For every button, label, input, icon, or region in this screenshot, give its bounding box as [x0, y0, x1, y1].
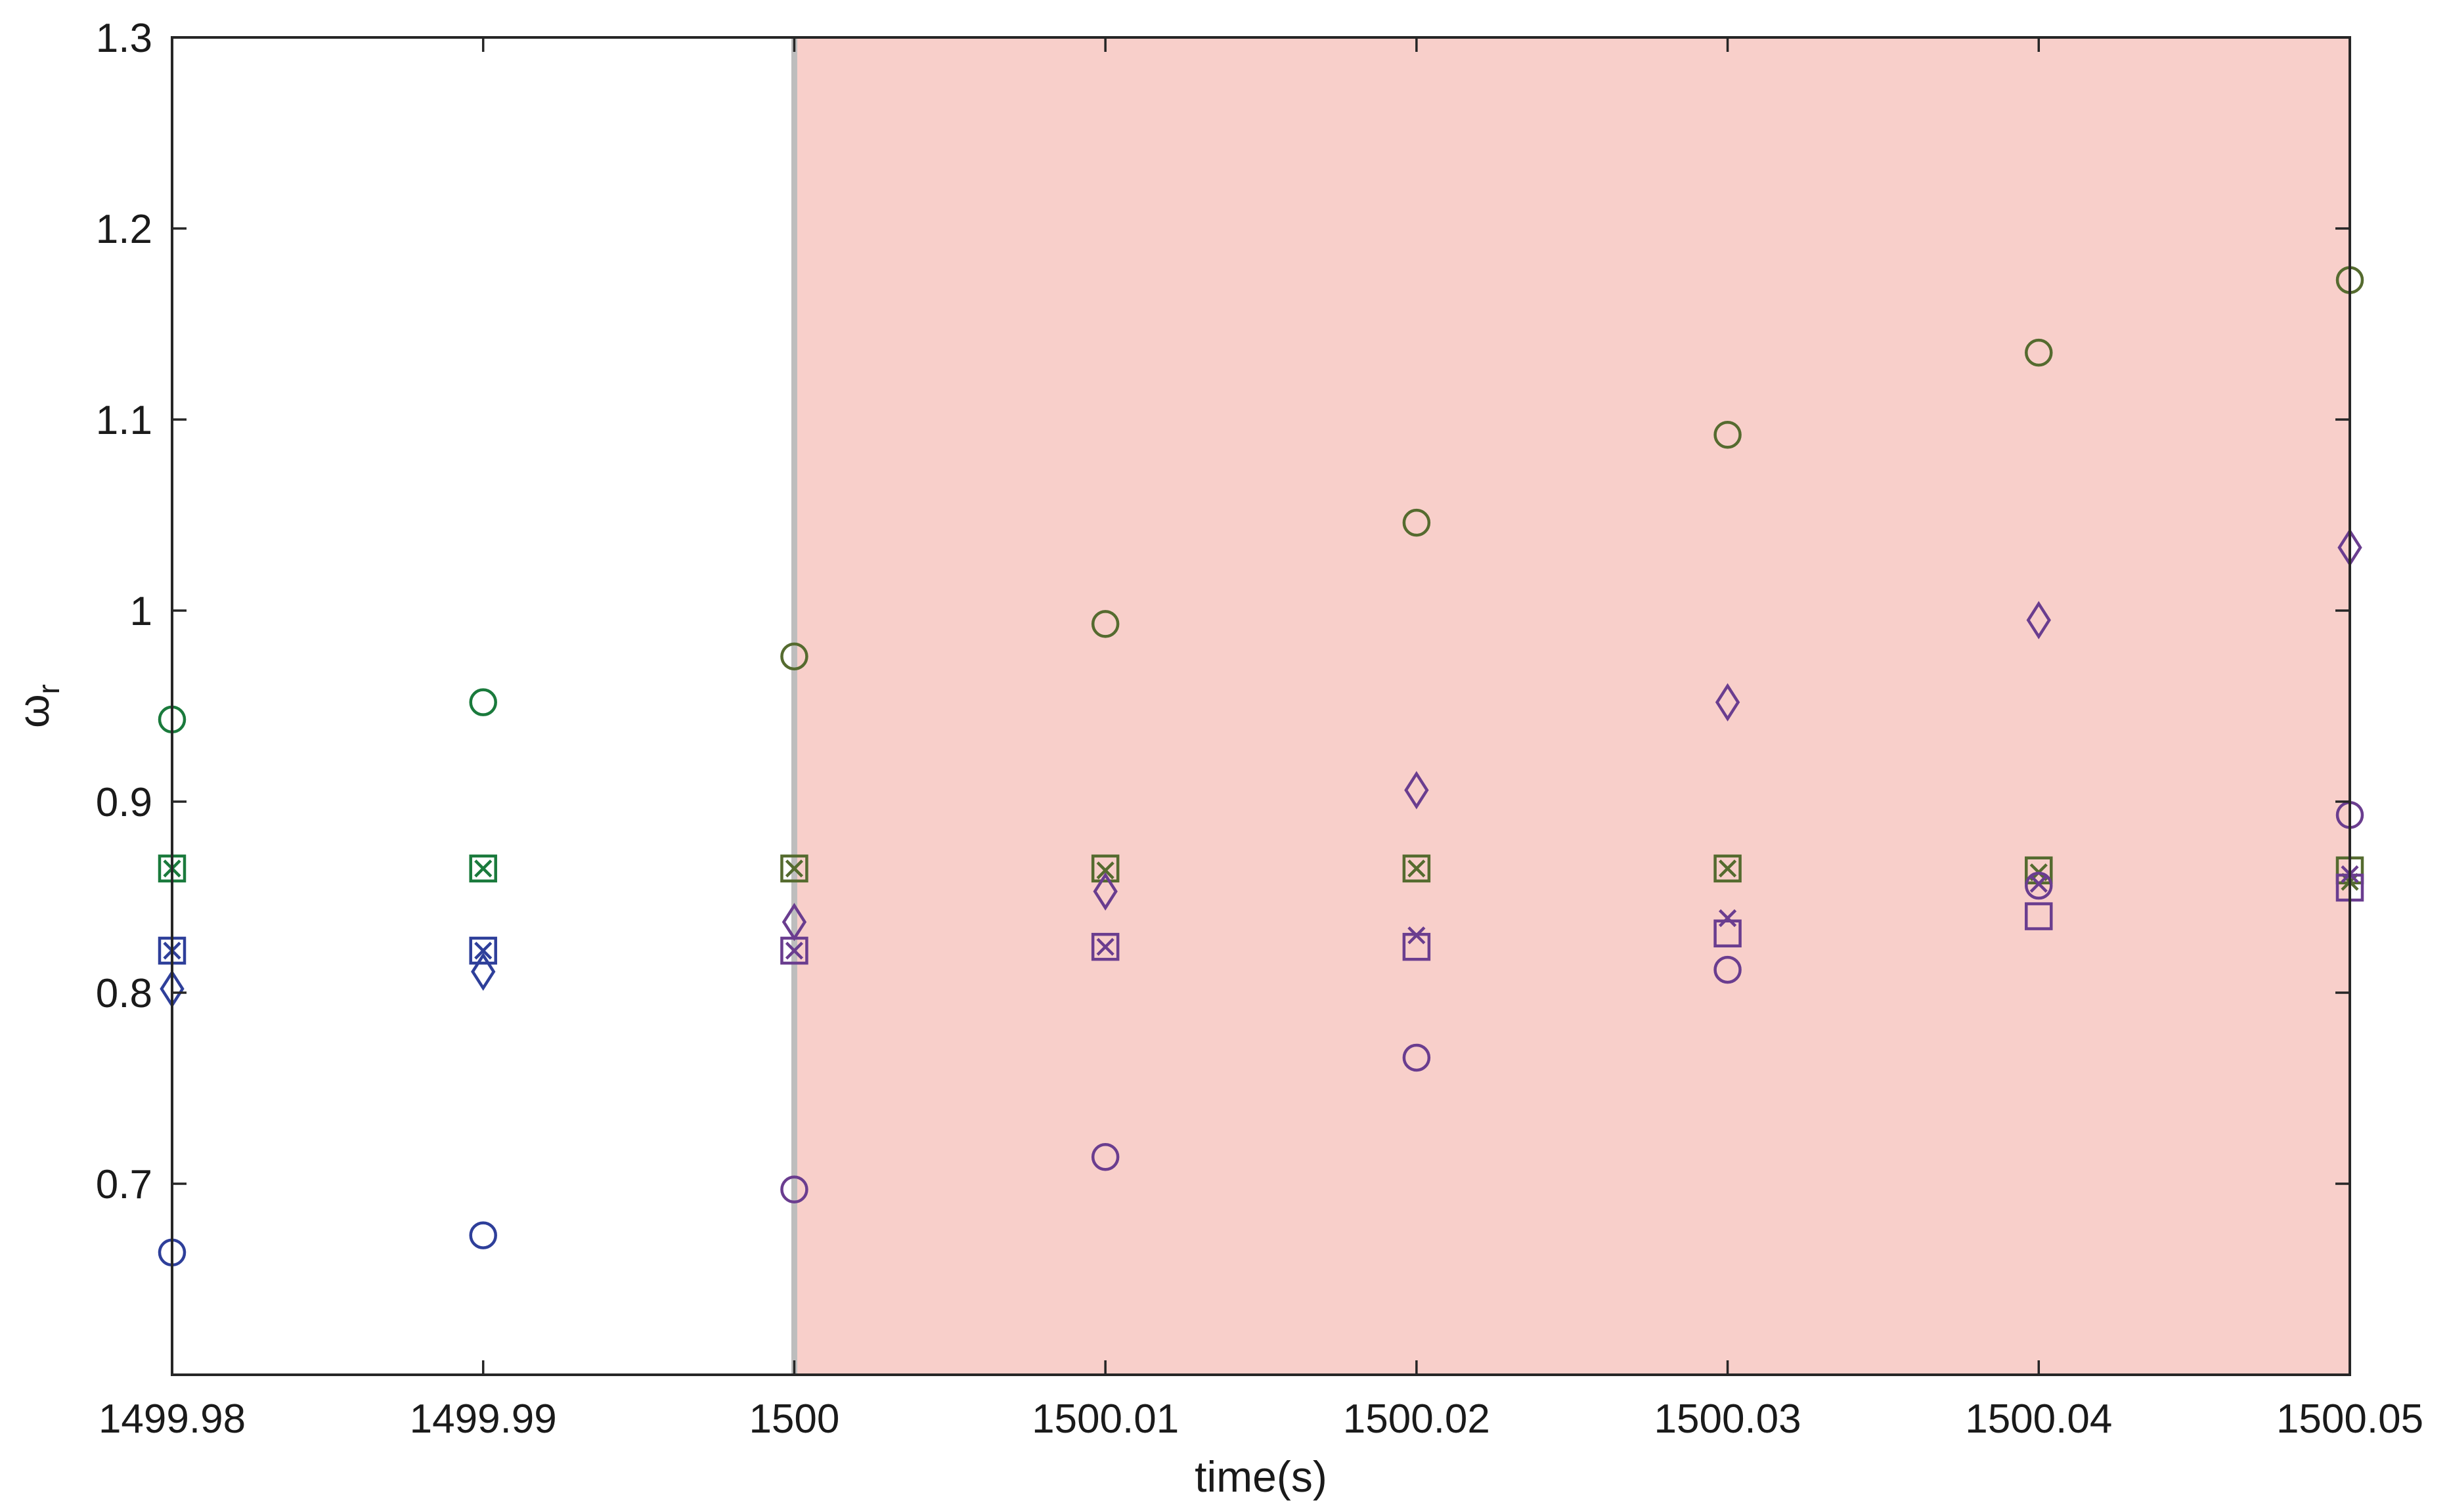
y-tick-label: 1.1: [96, 398, 152, 443]
circle-marker: [1402, 1043, 1431, 1072]
x-tick-label: 1500.03: [1654, 1396, 1801, 1442]
diamond-marker: [1093, 872, 1118, 911]
x-axis-label: time(s): [1195, 1452, 1327, 1501]
y-tick-label: 1.2: [96, 207, 152, 252]
x-tick-label: 1500.02: [1343, 1396, 1490, 1442]
square-marker: [1091, 932, 1120, 961]
x-tick-label: 1500.01: [1032, 1396, 1179, 1442]
y-axis-label-symbol: ω: [9, 694, 58, 728]
diamond-marker: [471, 952, 496, 991]
x-marker: [474, 941, 493, 960]
x-marker: [1096, 861, 1114, 880]
x-tick-label: 1500: [749, 1396, 839, 1442]
shaded-region: [794, 37, 2350, 1375]
circle-marker: [1091, 610, 1120, 638]
diamond-marker: [2026, 601, 2051, 639]
y-axis-label-subscript: r: [32, 684, 66, 694]
y-tick-label: 0.8: [96, 971, 152, 1016]
diamond-marker: [1404, 771, 1429, 810]
square-marker: [469, 936, 497, 965]
diamond-marker: [782, 903, 807, 941]
x-marker: [2029, 875, 2048, 893]
y-tick-label: 1.3: [96, 16, 152, 61]
x-marker: [474, 859, 493, 878]
circle-marker: [780, 642, 808, 671]
circle-marker: [1713, 955, 1742, 984]
y-tick-label: 1: [130, 589, 152, 634]
x-marker: [1407, 859, 1426, 878]
circle-marker: [1713, 421, 1742, 449]
square-marker: [780, 854, 808, 883]
x-tick-label: 1499.98: [99, 1396, 246, 1442]
x-marker: [785, 859, 804, 878]
x-tick-label: 1500.05: [2276, 1396, 2423, 1442]
x-tick-label: 1500.04: [1965, 1396, 2112, 1442]
circle-marker: [1091, 1143, 1120, 1171]
axes-box: [171, 36, 2351, 1376]
square-marker: [1713, 919, 1742, 948]
axes: 1499.98 1499.99 1500 1500.01 1500.02 1500.03 1…: [96, 16, 2423, 1442]
plot-area: [172, 37, 2350, 1375]
x-marker: [1096, 938, 1114, 956]
y-tick-label: 0.7: [96, 1162, 152, 1207]
y-tick-label: 0.9: [96, 780, 152, 825]
diamond-marker: [1715, 683, 1740, 722]
square-marker: [2025, 902, 2053, 930]
circle-marker: [469, 688, 497, 716]
circle-marker: [780, 1175, 808, 1203]
circle-marker: [2025, 871, 2053, 900]
square-marker: [1402, 854, 1431, 883]
square-marker: [1091, 854, 1120, 883]
x-marker: [785, 941, 804, 960]
x-marker: [1718, 909, 1737, 928]
circle-marker: [2025, 338, 2053, 367]
square-marker: [469, 854, 497, 883]
x-marker: [1718, 859, 1737, 878]
circle-marker: [469, 1221, 497, 1249]
y-axis-label: ωr: [9, 684, 66, 728]
x-tick-label: 1499.99: [410, 1396, 557, 1442]
x-marker: [1407, 926, 1426, 945]
square-marker: [1713, 854, 1742, 883]
circle-marker: [1402, 508, 1431, 537]
